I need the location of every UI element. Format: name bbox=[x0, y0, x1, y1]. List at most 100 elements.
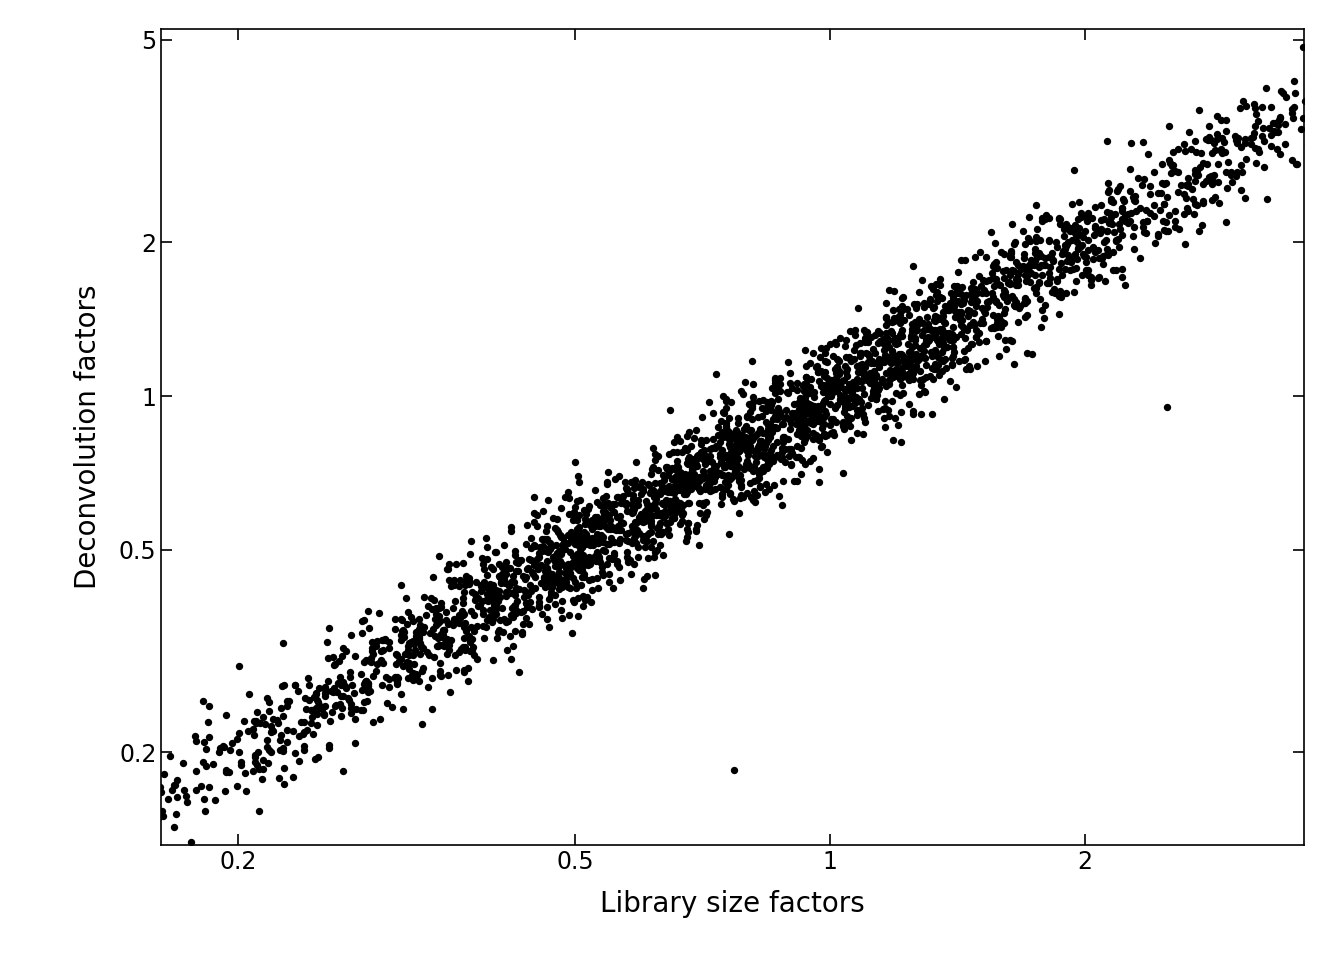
Point bbox=[671, 478, 692, 493]
Point bbox=[810, 364, 832, 379]
Point bbox=[485, 606, 507, 621]
Point bbox=[1055, 238, 1077, 253]
Point bbox=[800, 413, 821, 428]
Point bbox=[656, 516, 677, 531]
Point bbox=[991, 245, 1012, 260]
Point bbox=[874, 419, 895, 434]
Point bbox=[242, 722, 263, 737]
Point bbox=[957, 341, 978, 356]
Point bbox=[790, 392, 812, 407]
Point bbox=[724, 454, 746, 469]
Point bbox=[677, 473, 699, 489]
Point bbox=[277, 693, 298, 708]
Point bbox=[824, 376, 845, 392]
Point bbox=[124, 812, 145, 828]
Point bbox=[781, 458, 802, 473]
Point bbox=[466, 652, 488, 667]
Point bbox=[1098, 184, 1120, 200]
Point bbox=[728, 444, 750, 459]
Point bbox=[1227, 164, 1249, 180]
Point bbox=[649, 475, 671, 491]
Point bbox=[903, 258, 925, 274]
Point bbox=[820, 336, 841, 351]
Point bbox=[703, 473, 724, 489]
Point bbox=[470, 579, 492, 594]
Point bbox=[1243, 97, 1265, 112]
Point bbox=[505, 564, 527, 579]
Point bbox=[681, 472, 703, 488]
Point bbox=[761, 449, 782, 465]
Point bbox=[597, 475, 618, 491]
Point bbox=[550, 501, 571, 516]
Point bbox=[938, 331, 960, 347]
Point bbox=[1198, 132, 1219, 148]
Point bbox=[825, 414, 847, 429]
Point bbox=[401, 609, 422, 624]
Point bbox=[742, 464, 763, 479]
Point bbox=[958, 303, 980, 319]
Point bbox=[888, 301, 910, 317]
Point bbox=[675, 441, 696, 456]
Point bbox=[923, 300, 945, 315]
Point bbox=[454, 573, 476, 588]
Point bbox=[781, 415, 802, 430]
Point bbox=[840, 432, 862, 447]
Point bbox=[1142, 198, 1164, 213]
Point bbox=[823, 424, 844, 440]
Point bbox=[689, 484, 711, 499]
Point bbox=[1048, 211, 1070, 227]
Point bbox=[458, 629, 480, 644]
Point bbox=[679, 477, 700, 492]
Point bbox=[960, 318, 981, 333]
Point bbox=[909, 351, 930, 367]
Point bbox=[284, 678, 305, 693]
Point bbox=[728, 444, 750, 459]
Point bbox=[642, 441, 664, 456]
Point bbox=[554, 573, 575, 588]
Point bbox=[508, 581, 530, 596]
Point bbox=[661, 501, 683, 516]
Point bbox=[999, 276, 1020, 292]
Point bbox=[853, 323, 875, 338]
Point bbox=[835, 332, 856, 348]
Point bbox=[453, 662, 474, 678]
Point bbox=[1109, 239, 1130, 254]
Point bbox=[816, 341, 837, 356]
Point bbox=[766, 448, 788, 464]
Point bbox=[930, 289, 952, 304]
Point bbox=[937, 301, 958, 317]
Point bbox=[703, 459, 724, 474]
Point bbox=[676, 487, 698, 502]
Point bbox=[923, 313, 945, 328]
Point bbox=[948, 294, 969, 309]
Point bbox=[1013, 296, 1035, 311]
Point bbox=[847, 402, 868, 418]
Point bbox=[1082, 252, 1103, 267]
Point bbox=[946, 279, 968, 295]
Point bbox=[304, 751, 325, 766]
Point bbox=[691, 410, 712, 425]
Point bbox=[818, 418, 840, 433]
Point bbox=[727, 425, 749, 441]
Point bbox=[891, 299, 913, 314]
Point bbox=[1134, 226, 1156, 241]
Point bbox=[152, 804, 173, 819]
Point bbox=[499, 578, 520, 593]
Point bbox=[634, 507, 656, 522]
Point bbox=[767, 409, 789, 424]
Point bbox=[663, 510, 684, 525]
Point bbox=[603, 470, 625, 486]
Point bbox=[734, 462, 755, 477]
Point bbox=[923, 356, 945, 372]
Point bbox=[880, 324, 902, 339]
Point bbox=[958, 359, 980, 374]
Point bbox=[319, 620, 340, 636]
Point bbox=[887, 335, 909, 350]
Point bbox=[805, 427, 827, 443]
Point bbox=[689, 506, 711, 521]
Point bbox=[278, 693, 300, 708]
Point bbox=[645, 446, 667, 462]
Point bbox=[1224, 129, 1246, 144]
Point bbox=[996, 342, 1017, 357]
Point bbox=[758, 429, 780, 444]
